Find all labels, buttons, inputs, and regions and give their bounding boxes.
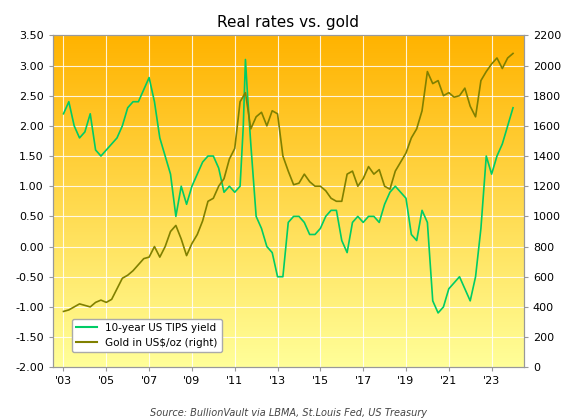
Title: Real rates vs. gold: Real rates vs. gold bbox=[217, 15, 359, 30]
Text: Source: BullionVault via LBMA, St.Louis Fed, US Treasury: Source: BullionVault via LBMA, St.Louis … bbox=[150, 408, 426, 418]
Legend: 10-year US TIPS yield, Gold in US$/oz (right): 10-year US TIPS yield, Gold in US$/oz (r… bbox=[72, 319, 222, 352]
